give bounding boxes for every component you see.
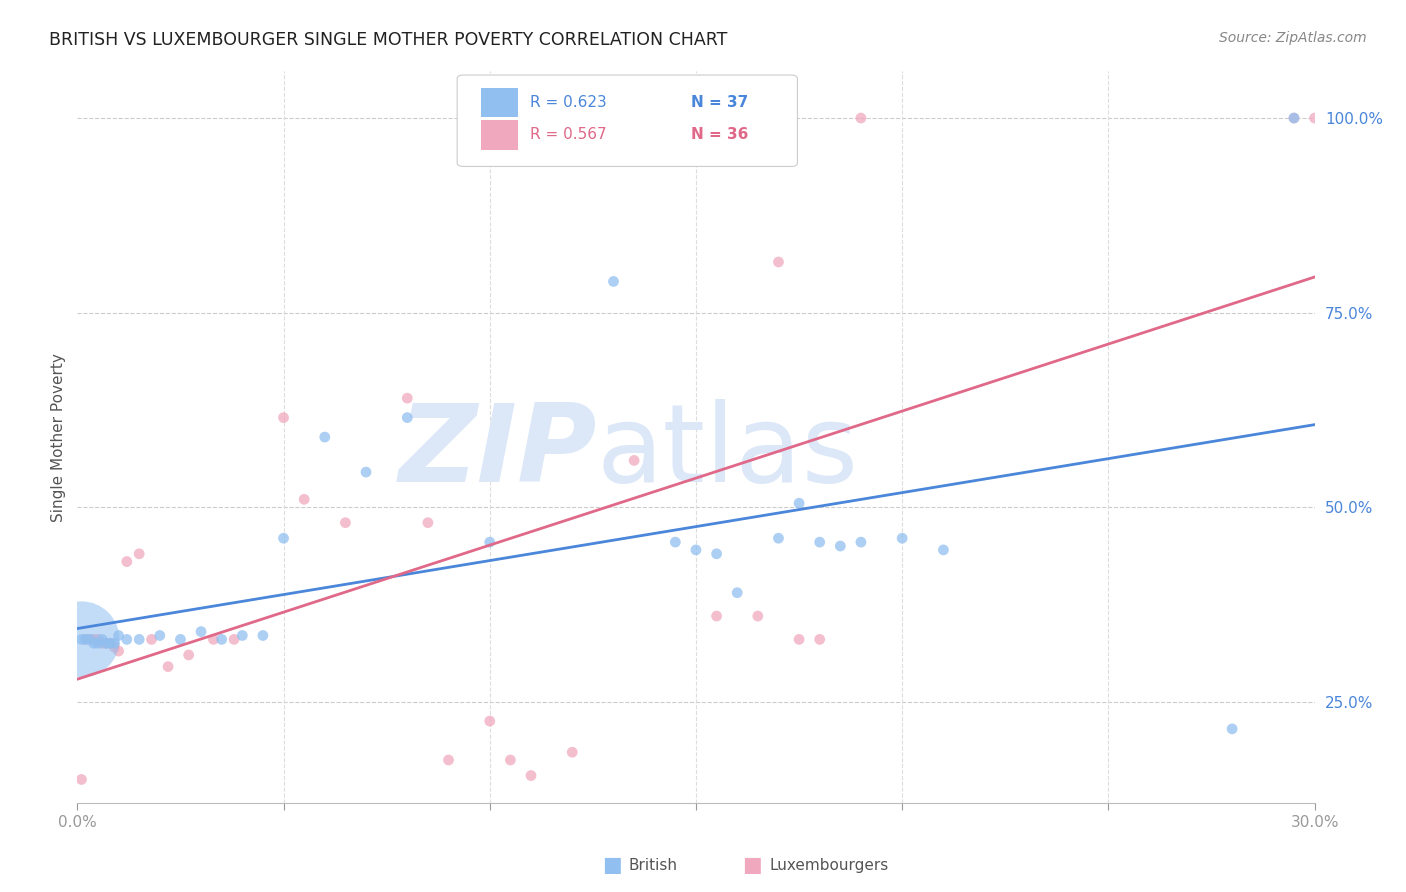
- Point: [747, 609, 769, 624]
- Text: ZIP: ZIP: [399, 399, 598, 505]
- Point: [706, 609, 728, 624]
- Text: British: British: [628, 858, 678, 872]
- Point: [79, 632, 101, 647]
- FancyBboxPatch shape: [457, 75, 797, 167]
- Point: [273, 531, 295, 545]
- Point: [103, 640, 125, 655]
- Point: [1282, 111, 1305, 125]
- Point: [664, 535, 686, 549]
- FancyBboxPatch shape: [481, 88, 517, 118]
- Point: [79, 632, 101, 647]
- Text: R = 0.567: R = 0.567: [530, 128, 607, 143]
- Point: [314, 430, 336, 444]
- Text: N = 36: N = 36: [690, 128, 748, 143]
- Point: [107, 628, 129, 642]
- Point: [354, 465, 377, 479]
- Point: [177, 648, 200, 662]
- Point: [830, 539, 852, 553]
- Point: [335, 516, 357, 530]
- Point: [891, 531, 914, 545]
- Point: [725, 585, 748, 599]
- FancyBboxPatch shape: [481, 120, 517, 150]
- Text: ■: ■: [742, 855, 762, 875]
- Text: Luxembourgers: Luxembourgers: [769, 858, 889, 872]
- Point: [222, 632, 245, 647]
- Point: [849, 535, 872, 549]
- Point: [91, 636, 114, 650]
- Point: [211, 632, 233, 647]
- Point: [849, 111, 872, 125]
- Point: [128, 547, 150, 561]
- Point: [252, 628, 274, 642]
- Point: [808, 535, 831, 549]
- Point: [808, 632, 831, 647]
- Point: [70, 632, 93, 647]
- Point: [98, 636, 121, 650]
- Point: [787, 632, 810, 647]
- Point: [706, 547, 728, 561]
- Point: [141, 632, 163, 647]
- Text: R = 0.623: R = 0.623: [530, 95, 607, 111]
- Point: [623, 453, 645, 467]
- Point: [70, 772, 93, 787]
- Point: [91, 632, 114, 647]
- Point: [396, 410, 419, 425]
- Text: atlas: atlas: [598, 399, 859, 505]
- Point: [169, 632, 191, 647]
- Point: [107, 644, 129, 658]
- Point: [787, 496, 810, 510]
- Point: [87, 636, 110, 650]
- Point: [602, 275, 624, 289]
- Point: [1303, 111, 1326, 125]
- Point: [75, 632, 97, 647]
- Point: [128, 632, 150, 647]
- Point: [437, 753, 460, 767]
- Point: [768, 531, 790, 545]
- Point: [75, 632, 97, 647]
- Point: [83, 636, 105, 650]
- Point: [231, 628, 253, 642]
- Point: [96, 636, 118, 650]
- Point: [932, 542, 955, 557]
- Point: [561, 745, 583, 759]
- Point: [103, 636, 125, 650]
- Point: [98, 636, 121, 650]
- Point: [149, 628, 172, 642]
- Point: [115, 555, 138, 569]
- Point: [87, 632, 110, 647]
- Point: [416, 516, 439, 530]
- Point: [157, 659, 180, 673]
- Text: Source: ZipAtlas.com: Source: ZipAtlas.com: [1219, 31, 1367, 45]
- Point: [499, 753, 522, 767]
- Point: [478, 714, 501, 728]
- Point: [292, 492, 315, 507]
- Point: [190, 624, 212, 639]
- Point: [83, 632, 105, 647]
- Point: [1220, 722, 1243, 736]
- Point: [70, 632, 93, 647]
- Text: BRITISH VS LUXEMBOURGER SINGLE MOTHER POVERTY CORRELATION CHART: BRITISH VS LUXEMBOURGER SINGLE MOTHER PO…: [49, 31, 727, 49]
- Point: [202, 632, 225, 647]
- Point: [396, 391, 419, 405]
- Text: ■: ■: [602, 855, 621, 875]
- Text: N = 37: N = 37: [690, 95, 748, 111]
- Point: [768, 255, 790, 269]
- Point: [478, 535, 501, 549]
- Point: [96, 636, 118, 650]
- Point: [685, 542, 707, 557]
- Point: [115, 632, 138, 647]
- Point: [273, 410, 295, 425]
- Point: [1282, 111, 1305, 125]
- Y-axis label: Single Mother Poverty: Single Mother Poverty: [51, 352, 66, 522]
- Point: [520, 768, 543, 782]
